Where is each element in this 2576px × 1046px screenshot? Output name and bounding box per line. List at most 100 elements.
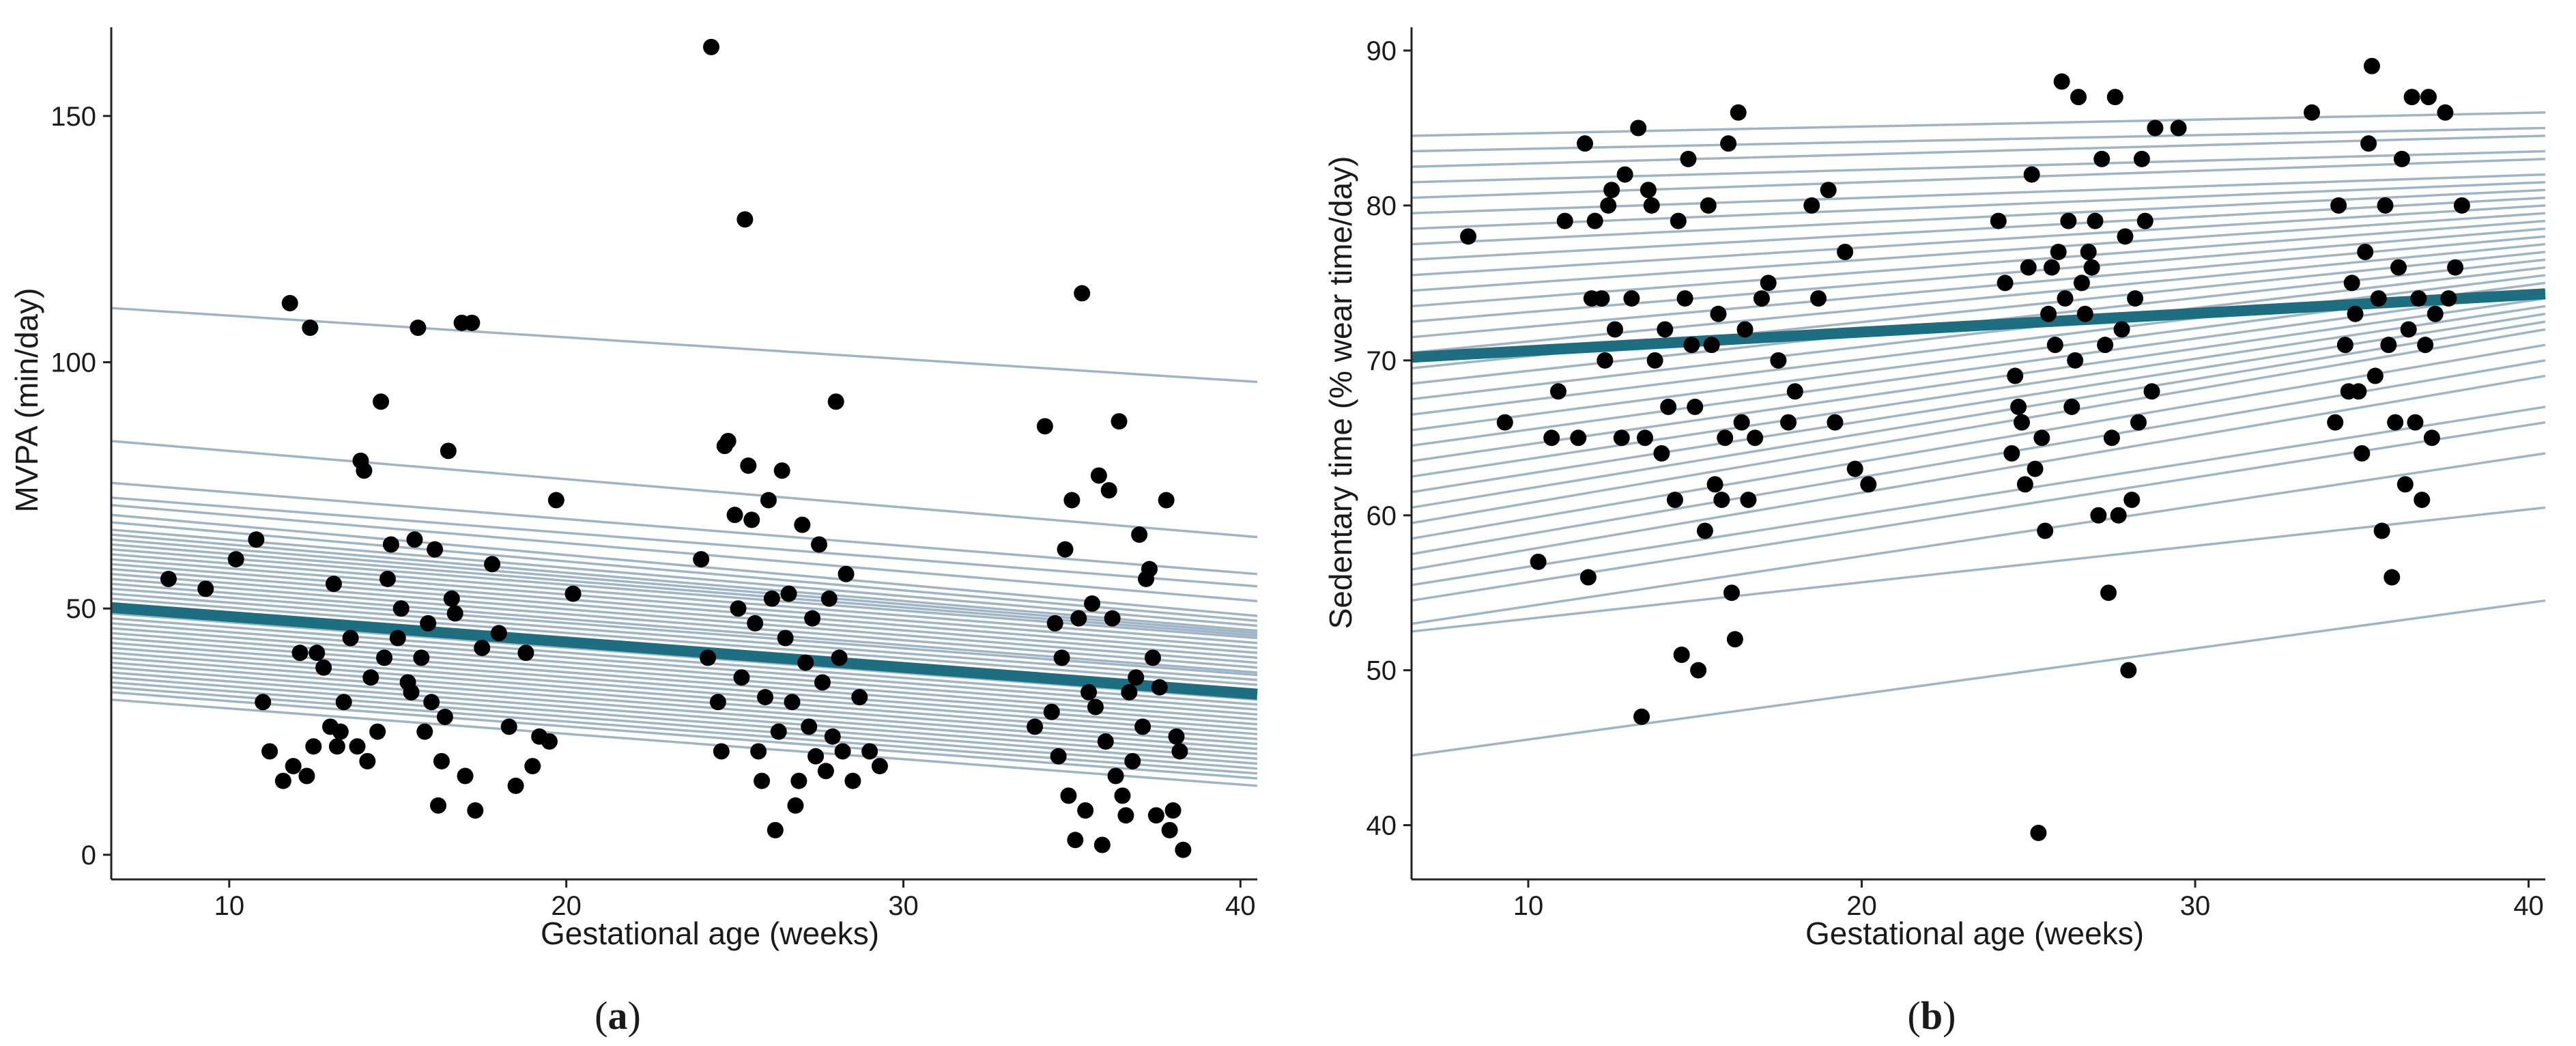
data-point bbox=[1810, 290, 1827, 307]
data-point bbox=[1496, 414, 1513, 431]
data-point bbox=[2453, 197, 2470, 214]
data-point bbox=[1643, 197, 1660, 214]
data-point bbox=[406, 531, 423, 548]
data-point bbox=[227, 551, 244, 568]
data-point bbox=[851, 689, 868, 706]
data-point bbox=[2403, 89, 2420, 106]
data-point bbox=[1111, 413, 1128, 430]
data-point bbox=[328, 738, 345, 755]
data-point bbox=[804, 610, 821, 627]
data-point bbox=[2123, 492, 2141, 509]
data-point bbox=[811, 536, 828, 553]
data-point bbox=[1046, 614, 1063, 632]
data-point bbox=[747, 614, 764, 632]
individual-trend-line bbox=[1411, 196, 2546, 262]
individual-trend-line bbox=[111, 582, 1258, 674]
data-point bbox=[1549, 383, 1566, 400]
data-point bbox=[1680, 150, 1697, 167]
x-tick-label: 20 bbox=[551, 891, 582, 921]
data-point bbox=[1633, 708, 1650, 725]
data-point bbox=[1053, 649, 1070, 666]
data-point bbox=[1760, 274, 1777, 292]
data-point bbox=[463, 314, 481, 331]
panel-b-x-axis-title: Gestational age (weeks) bbox=[1805, 916, 2144, 951]
individual-trend-line bbox=[111, 528, 1258, 627]
data-point bbox=[1720, 135, 1737, 152]
data-point bbox=[797, 654, 814, 671]
mean-trend-line bbox=[111, 602, 1258, 700]
data-point bbox=[362, 669, 380, 686]
individual-trend-line bbox=[111, 548, 1258, 640]
data-point bbox=[2357, 244, 2374, 261]
data-point bbox=[817, 763, 834, 780]
data-point bbox=[2336, 337, 2353, 354]
data-point bbox=[392, 600, 410, 617]
data-point bbox=[440, 442, 457, 460]
data-point bbox=[382, 536, 399, 553]
mean-trend-line bbox=[1411, 288, 2546, 363]
data-point bbox=[541, 733, 558, 750]
data-point bbox=[2427, 305, 2444, 322]
data-point bbox=[2010, 398, 2027, 415]
data-point bbox=[1100, 482, 1117, 499]
data-point bbox=[1696, 522, 1713, 539]
data-point bbox=[2304, 104, 2321, 121]
data-point bbox=[831, 649, 848, 666]
data-point bbox=[433, 752, 450, 769]
y-tick-label: 90 bbox=[1366, 36, 1397, 66]
data-point bbox=[2170, 119, 2187, 137]
data-point bbox=[736, 211, 754, 228]
data-point bbox=[1820, 182, 1837, 199]
data-point bbox=[1060, 787, 1077, 804]
data-point bbox=[1706, 476, 1723, 493]
data-point bbox=[1063, 492, 1081, 509]
panel-a-letter: a bbox=[608, 993, 628, 1038]
data-point bbox=[305, 738, 322, 755]
panel-a-points bbox=[160, 38, 1192, 858]
data-point bbox=[2384, 569, 2401, 586]
data-point bbox=[1997, 274, 2014, 292]
data-point bbox=[403, 683, 420, 701]
data-point bbox=[1043, 703, 1060, 720]
data-point bbox=[2390, 259, 2407, 276]
data-point bbox=[2360, 135, 2377, 152]
data-point bbox=[285, 758, 302, 775]
data-point bbox=[1147, 807, 1164, 824]
panel-a-y-axis-title: MVPA (min/day) bbox=[9, 288, 44, 513]
data-point bbox=[1036, 418, 1053, 435]
y-tick-label: 80 bbox=[1366, 191, 1397, 221]
individual-trend-line bbox=[111, 597, 1258, 686]
data-point bbox=[820, 590, 838, 607]
individual-trend-line bbox=[1411, 212, 2546, 292]
data-point bbox=[2087, 212, 2104, 229]
data-point bbox=[2016, 476, 2033, 493]
data-point bbox=[2030, 824, 2047, 841]
data-point bbox=[2343, 274, 2360, 292]
individual-trend-line bbox=[111, 698, 1258, 787]
data-point bbox=[1067, 832, 1084, 849]
y-tick-label: 150 bbox=[51, 102, 96, 132]
data-point bbox=[2027, 460, 2044, 477]
individual-trend-line bbox=[111, 521, 1258, 623]
data-point bbox=[1753, 290, 1770, 307]
individual-trend-line bbox=[111, 538, 1258, 635]
individual-trend-line bbox=[111, 307, 1258, 384]
data-point bbox=[2147, 119, 2164, 137]
panel-a-individual-lines bbox=[111, 307, 1258, 787]
data-point bbox=[1128, 669, 1145, 686]
data-point bbox=[1673, 646, 1690, 663]
data-point bbox=[801, 718, 818, 735]
data-point bbox=[1081, 683, 1098, 701]
data-point bbox=[2417, 337, 2434, 354]
data-point bbox=[2057, 290, 2074, 307]
data-point bbox=[2363, 57, 2380, 74]
panel-b-axes bbox=[1410, 27, 2545, 881]
data-point bbox=[1803, 197, 1820, 214]
data-point bbox=[1616, 166, 1633, 183]
data-point bbox=[733, 669, 750, 686]
individual-trend-line bbox=[1411, 158, 2546, 199]
individual-trend-line bbox=[111, 504, 1258, 603]
y-tick-label: 0 bbox=[81, 840, 96, 871]
individual-trend-line bbox=[111, 513, 1258, 617]
data-point bbox=[780, 585, 797, 602]
